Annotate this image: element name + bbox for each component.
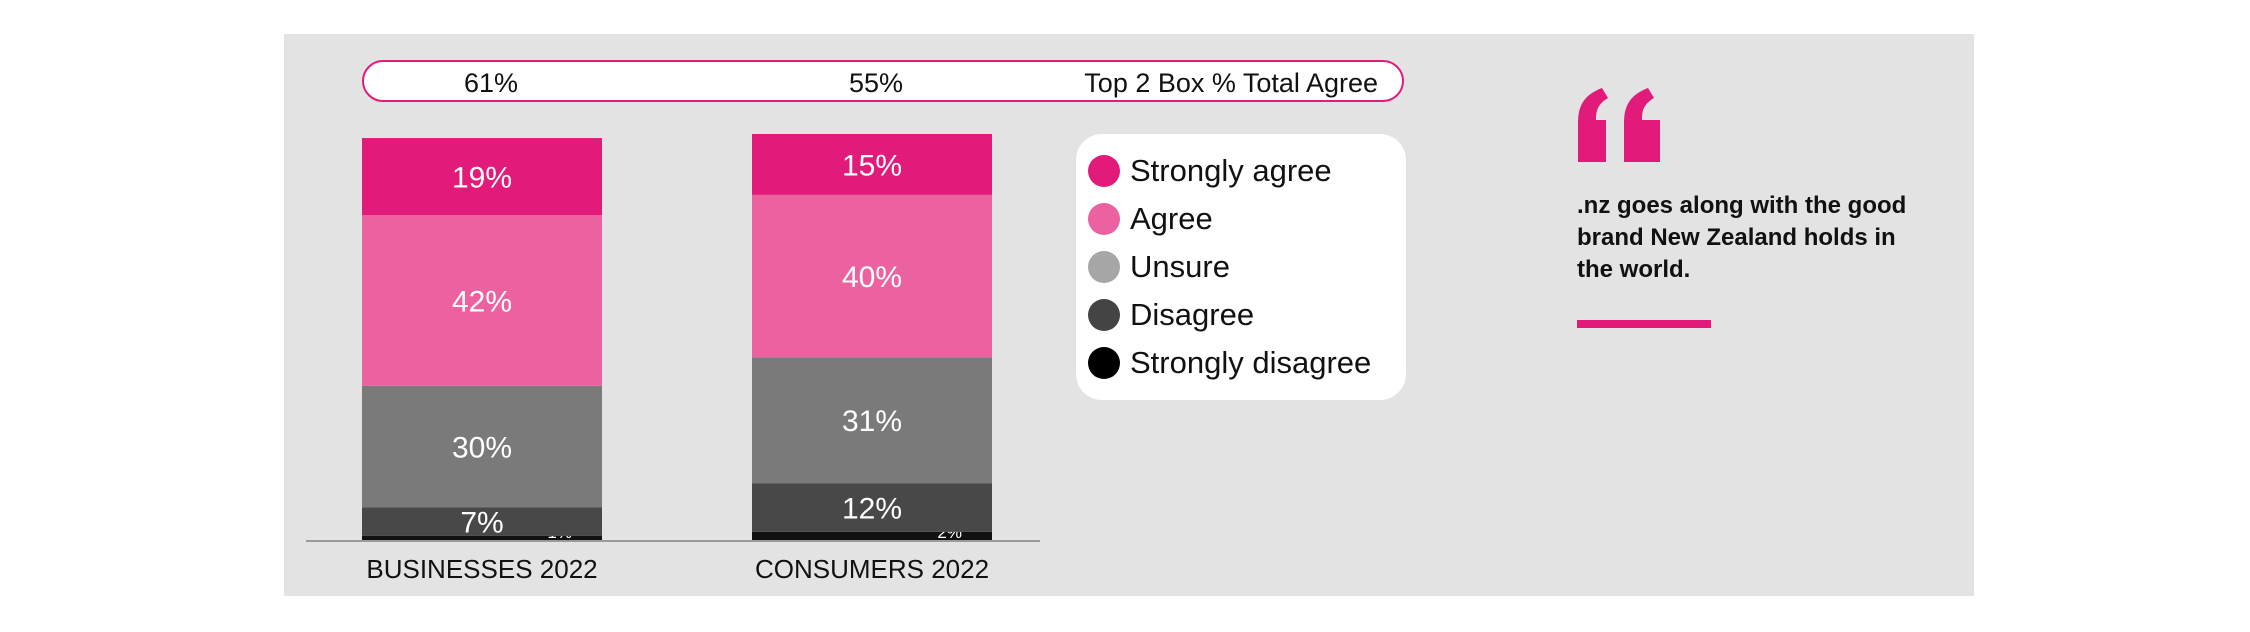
- data-label-businesses-2022-strongly-agree: 19%: [452, 162, 512, 195]
- quote-icon: [1578, 88, 1660, 162]
- legend-label: Disagree: [1130, 297, 1255, 332]
- top2box-banner: 61% 55% Top 2 Box % Total Agree: [362, 60, 1404, 102]
- top2box-value-consumers: 55%: [849, 68, 904, 98]
- quote-accent-rule: [1577, 320, 1711, 328]
- data-label-businesses-2022-disagree: 7%: [460, 507, 503, 540]
- legend-item-agree: Agree: [1088, 200, 1213, 238]
- bar-consumers-2022-unsure: [752, 357, 992, 484]
- bar-businesses-2022-agree: [362, 215, 602, 386]
- legend-swatch: [1088, 347, 1120, 379]
- legend-label: Strongly disagree: [1130, 345, 1372, 380]
- legend: Strongly agree Agree Unsure Disagree Str…: [1076, 134, 1406, 400]
- legend-item-strongly-agree: Strongly agree: [1088, 152, 1332, 190]
- legend-label: Agree: [1130, 201, 1213, 236]
- top2box-label: Top 2 Box % Total Agree: [1084, 68, 1378, 98]
- bar-consumers-2022-strongly-agree: [752, 134, 992, 195]
- top2box-value-businesses: 61%: [464, 68, 519, 98]
- bar-consumers-2022-disagree: [752, 483, 992, 532]
- bar-consumers-2022-strongly-disagree: [752, 531, 992, 540]
- legend-label: Strongly agree: [1130, 153, 1332, 188]
- quote-text: .nz goes along with the good brand New Z…: [1577, 192, 1907, 283]
- bar-businesses-2022-strongly-disagree: [362, 535, 602, 540]
- legend-swatch: [1088, 299, 1120, 331]
- data-label-businesses-2022-unsure: 30%: [452, 432, 512, 465]
- legend-item-disagree: Disagree: [1088, 296, 1254, 334]
- legend-label: Unsure: [1130, 249, 1230, 284]
- legend-swatch: [1088, 203, 1120, 235]
- data-label-consumers-2022-disagree: 12%: [842, 493, 902, 526]
- bar-businesses-2022-strongly-agree: [362, 138, 602, 216]
- data-label-consumers-2022-strongly-agree: 15%: [842, 149, 902, 182]
- bar-businesses-2022-unsure: [362, 385, 602, 508]
- legend-swatch: [1088, 155, 1120, 187]
- category-label-consumers-2022: CONSUMERS 2022: [755, 554, 989, 584]
- category-label-businesses-2022: BUSINESSES 2022: [366, 554, 597, 584]
- bar-consumers-2022-agree: [752, 194, 992, 358]
- legend-item-unsure: Unsure: [1088, 248, 1230, 286]
- data-label-consumers-2022-unsure: 31%: [842, 405, 902, 438]
- legend-swatch: [1088, 251, 1120, 283]
- data-label-consumers-2022-agree: 40%: [842, 261, 902, 294]
- data-label-businesses-2022-agree: 42%: [452, 285, 512, 318]
- legend-item-strongly-disagree: Strongly disagree: [1088, 344, 1371, 382]
- bar-businesses-2022-disagree: [362, 507, 602, 536]
